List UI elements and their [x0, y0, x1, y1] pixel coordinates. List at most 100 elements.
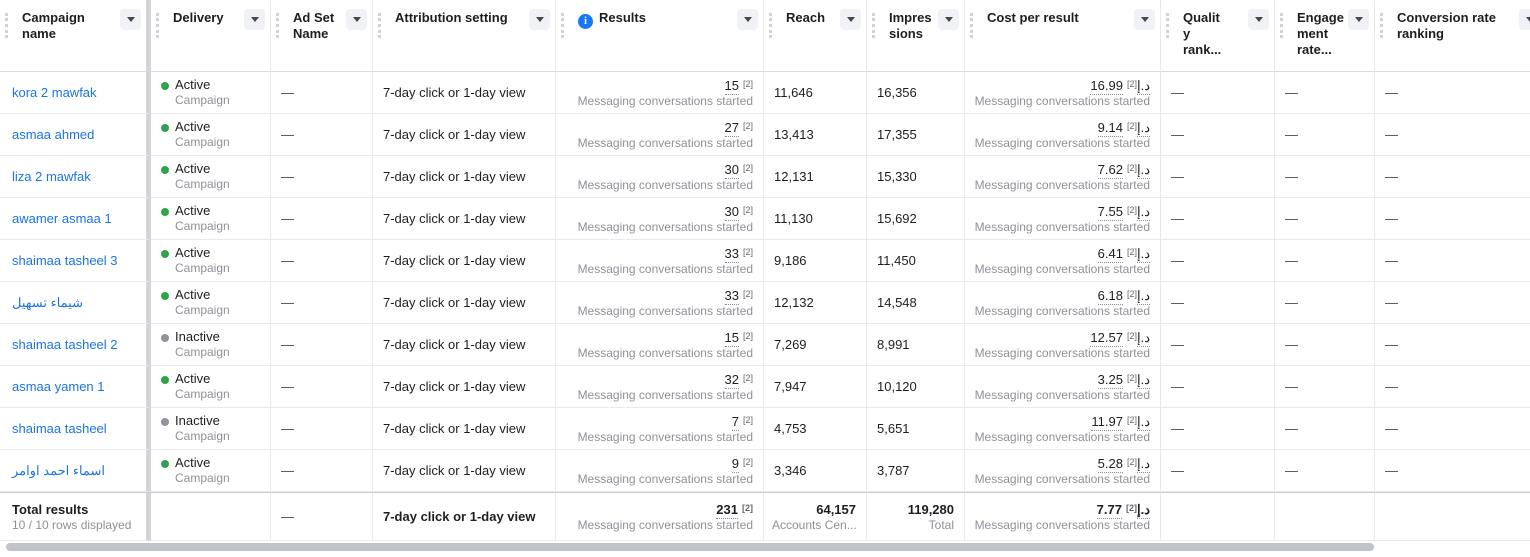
status-text: Inactive Campaign: [175, 329, 230, 360]
cell-attribution: 7-day click or 1-day view: [373, 198, 556, 240]
cell-campaign: shaimaa tasheel 2: [0, 324, 151, 366]
empty-value: —: [1171, 253, 1184, 268]
column-sort-button-reach[interactable]: [840, 9, 861, 30]
campaign-name-link[interactable]: shaimaa tasheel 2: [12, 337, 118, 352]
empty-value: —: [281, 509, 294, 524]
horizontal-scrollbar-thumb[interactable]: [6, 543, 1374, 551]
result-type-label: Messaging conversations started: [577, 178, 753, 192]
result-type-label: Messaging conversations started: [577, 430, 753, 444]
cell-campaign: asmaa yamen 1: [0, 366, 151, 408]
cell-campaign: liza 2 mawfak: [0, 156, 151, 198]
cell-quality: —: [1161, 450, 1275, 492]
empty-value: —: [281, 127, 294, 142]
column-sort-button-adset[interactable]: [346, 9, 367, 30]
status-level-label: Campaign: [175, 261, 230, 275]
empty-value: —: [1171, 211, 1184, 226]
column-drag-handle-icon[interactable]: [769, 13, 772, 38]
campaign-row: اسماء احمد اوامر Active Campaign — 7-day cli…: [0, 450, 1530, 492]
cell-results: 27 [2] Messaging conversations started: [556, 114, 764, 156]
campaign-name-link[interactable]: shaimaa tasheel: [12, 421, 107, 436]
campaign-name-link[interactable]: اسماء احمد اوامر: [12, 462, 105, 478]
column-drag-handle-icon[interactable]: [156, 13, 159, 38]
campaign-name-link[interactable]: shaimaa tasheel 3: [12, 253, 118, 268]
empty-value: —: [1171, 463, 1184, 478]
status-text: Inactive Campaign: [175, 413, 230, 444]
delivery-status: Active Campaign: [159, 371, 262, 402]
cell-impressions: 16,356: [867, 72, 965, 114]
cell-cost: 16.99د.إ[2] Messaging conversations start…: [965, 72, 1161, 114]
cell-delivery: Active Campaign: [151, 114, 271, 156]
footnote-marker: [2]: [1126, 205, 1137, 215]
chevron-down-icon: [1254, 17, 1263, 22]
cell-cost: 6.41د.إ[2] Messaging conversations starte…: [965, 240, 1161, 282]
column-sort-button-impressions[interactable]: [938, 9, 959, 30]
impressions-total-sublabel: Total: [928, 517, 954, 532]
column-sort-button-campaign[interactable]: [120, 9, 141, 30]
column-drag-handle-icon[interactable]: [5, 13, 8, 38]
column-header-label: Engagement rate...: [1297, 10, 1344, 57]
cell-cost: 6.18د.إ[2] Messaging conversations starte…: [965, 282, 1161, 324]
status-text: Active Campaign: [175, 161, 230, 192]
status-dot-active-icon: [161, 124, 169, 132]
campaign-name-link[interactable]: asmaa ahmed: [12, 127, 95, 142]
column-drag-handle-icon[interactable]: [276, 13, 279, 38]
column-sort-button-cost[interactable]: [1134, 9, 1155, 30]
table-header: Campaign name Delivery Ad Set Name Attribut…: [0, 0, 1530, 72]
column-header-conversion: Conversion rate ranking: [1375, 0, 1530, 72]
column-drag-handle-icon[interactable]: [970, 13, 973, 38]
cell-campaign: اسماء احمد اوامر: [0, 450, 151, 492]
column-sort-button-attribution[interactable]: [529, 9, 550, 30]
empty-value: —: [1285, 421, 1298, 436]
column-drag-handle-icon[interactable]: [561, 13, 564, 38]
campaign-row: liza 2 mawfak Active Campaign — 7-day click …: [0, 156, 1530, 198]
cell-delivery: Active Campaign: [151, 366, 271, 408]
column-header-attribution: Attribution setting: [373, 0, 556, 72]
column-drag-handle-icon[interactable]: [1380, 13, 1383, 38]
column-drag-handle-icon[interactable]: [872, 13, 875, 38]
rows-displayed-label: 10 / 10 rows displayed: [12, 517, 132, 532]
footnote-marker: [2]: [742, 373, 753, 383]
cell-reach: 9,186: [764, 240, 867, 282]
horizontal-scrollbar-track[interactable]: [0, 543, 1530, 555]
column-drag-handle-icon[interactable]: [378, 13, 381, 38]
column-drag-handle-icon[interactable]: [1280, 13, 1283, 38]
status-level-label: Campaign: [175, 345, 230, 359]
campaign-row: kora 2 mawfak Active Campaign — 7-day click …: [0, 72, 1530, 114]
cell-reach: 11,646: [764, 72, 867, 114]
cell-quality: —: [1161, 72, 1275, 114]
footnote-marker: [2]: [742, 331, 753, 341]
campaign-name-link[interactable]: awamer asmaa 1: [12, 211, 112, 226]
cost-value: 3.25د.إ: [1097, 372, 1150, 389]
status-dot-active-icon: [161, 82, 169, 90]
column-sort-button-engagement[interactable]: [1348, 9, 1369, 30]
empty-value: —: [1171, 337, 1184, 352]
result-type-label: Messaging conversations started: [577, 220, 753, 234]
column-sort-button-results[interactable]: [737, 9, 758, 30]
campaign-name-link[interactable]: asmaa yamen 1: [12, 379, 105, 394]
column-header-label: Impressions: [889, 10, 932, 41]
status-dot-active-icon: [161, 208, 169, 216]
status-label: Active: [175, 371, 211, 386]
info-icon[interactable]: i: [578, 14, 593, 29]
cell-cost: 7.55د.إ[2] Messaging conversations starte…: [965, 198, 1161, 240]
cell-total-title: Total results 10 / 10 rows displayed: [0, 492, 151, 541]
column-sort-button-quality[interactable]: [1248, 9, 1269, 30]
status-level-label: Campaign: [175, 93, 230, 107]
footnote-marker: [2]: [742, 247, 753, 257]
status-dot-active-icon: [161, 376, 169, 384]
cell-quality: —: [1161, 366, 1275, 408]
delivery-status: Active Campaign: [159, 119, 262, 150]
column-sort-button-delivery[interactable]: [244, 9, 265, 30]
chevron-down-icon: [126, 17, 135, 22]
column-sort-button-conversion[interactable]: [1519, 9, 1530, 30]
cell-engagement: —: [1275, 282, 1375, 324]
column-drag-handle-icon[interactable]: [1166, 13, 1169, 38]
campaign-name-link[interactable]: liza 2 mawfak: [12, 169, 91, 184]
campaign-name-link[interactable]: شيماء تسهيل: [12, 294, 83, 310]
column-header-label: Ad Set Name: [293, 10, 335, 41]
campaign-name-link[interactable]: kora 2 mawfak: [12, 85, 97, 100]
status-label: Inactive: [175, 329, 220, 344]
empty-value: —: [1285, 253, 1298, 268]
cost-value: 7.55د.إ: [1097, 204, 1150, 221]
metric-value-line: 11.97د.إ[2]: [973, 412, 1150, 431]
